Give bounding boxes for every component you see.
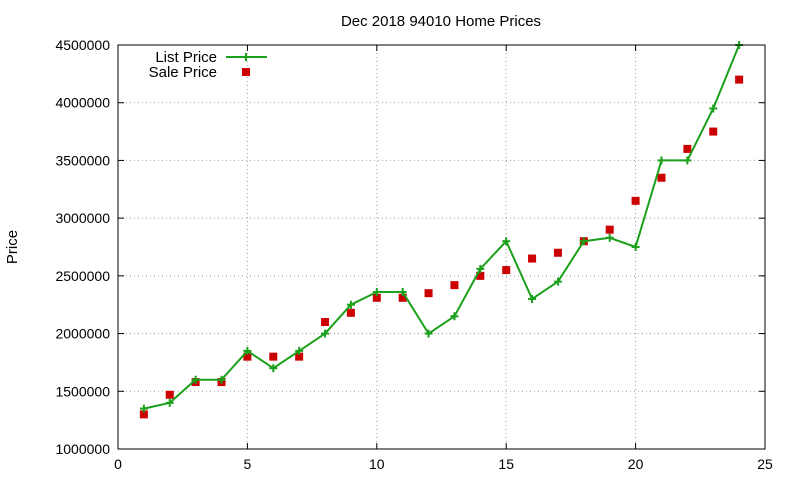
sale-price-point	[346, 308, 355, 317]
list-price-point	[165, 398, 174, 407]
x-tick-label: 15	[498, 456, 514, 472]
sale-price-point	[476, 271, 485, 280]
list-price-point	[683, 156, 692, 165]
sale-price-point	[709, 127, 718, 136]
list-price-point	[346, 300, 355, 309]
sale-price-point	[735, 75, 744, 84]
y-tick-label: 1000000	[55, 441, 110, 457]
list-price-point	[657, 156, 666, 165]
list-price-point	[424, 329, 433, 338]
x-tick-label: 10	[369, 456, 385, 472]
legend-marker-list-price	[242, 53, 250, 61]
list-price-point	[553, 277, 562, 286]
sale-price-point	[424, 289, 433, 298]
sale-price-point	[165, 390, 174, 399]
sale-price-point	[631, 196, 640, 205]
list-price-line	[143, 44, 741, 410]
x-tick-label: 25	[757, 456, 773, 472]
list-price-point	[631, 243, 640, 251]
sale-price-point	[321, 318, 330, 327]
list-price-point	[295, 346, 304, 355]
y-tick-label: 3000000	[55, 210, 110, 226]
list-price-point	[217, 375, 226, 384]
y-tick-label: 4000000	[55, 95, 110, 111]
plot-border	[117, 44, 766, 450]
y-tick-label: 3500000	[55, 152, 110, 168]
grid	[118, 45, 765, 449]
legend-marker-sale-price	[242, 68, 250, 76]
list-price-point	[605, 233, 614, 242]
sale-price-point	[683, 144, 692, 153]
sale-price-point	[450, 281, 459, 290]
list-price-point	[528, 294, 537, 303]
x-tick-label: 0	[114, 456, 122, 472]
list-price-point	[502, 237, 511, 246]
list-price-point	[321, 329, 330, 338]
x-tick-label: 20	[628, 456, 644, 472]
sale-price-point	[528, 254, 537, 263]
sale-price-point	[553, 248, 562, 257]
y-tick-label: 2000000	[55, 326, 110, 342]
list-price-point	[139, 404, 148, 413]
y-tick-label: 4500000	[55, 37, 110, 53]
sale-price-point	[657, 173, 666, 182]
list-price-point	[243, 346, 252, 355]
list-price-point	[191, 375, 200, 384]
axis-ticks: 0 5 10 15 20 25 1000000 1500000 2000000 2500000 30…	[55, 37, 773, 472]
y-tick-label: 2500000	[55, 268, 110, 284]
sale-price-point	[372, 293, 381, 302]
sale-price-point	[502, 266, 511, 275]
list-price-point	[476, 264, 485, 273]
list-price-point	[372, 288, 381, 297]
list-price-point	[450, 312, 459, 321]
sale-price-point	[605, 225, 614, 234]
sale-price-point	[269, 352, 278, 361]
plot-area	[139, 41, 744, 419]
list-price-point	[579, 237, 588, 246]
sale-price-point	[139, 410, 148, 419]
list-price-point	[398, 288, 407, 297]
chart-title: Dec 2018 94010 Home Prices	[341, 13, 541, 30]
y-tick-label: 1500000	[55, 383, 110, 399]
x-tick-label: 5	[244, 456, 252, 472]
list-price-point	[269, 364, 278, 373]
list-price-point	[709, 104, 718, 113]
sale-price-point	[243, 352, 252, 361]
legend-label-sale-price: Sale Price	[149, 64, 217, 81]
legend-label-list-price: List Price	[155, 49, 217, 66]
y-axis-label: Price	[4, 230, 21, 264]
sale-price-point	[398, 293, 407, 302]
sale-price-point	[295, 352, 304, 361]
